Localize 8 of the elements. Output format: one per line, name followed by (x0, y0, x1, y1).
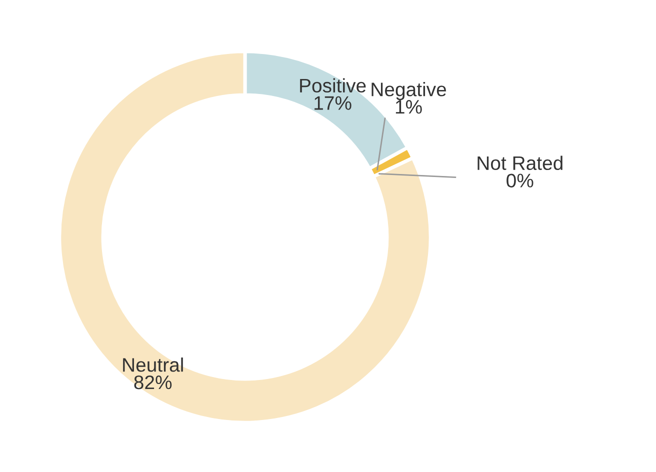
slice-label: Neutral (123, 358, 183, 372)
slice-label: Negative (372, 82, 446, 100)
data-label: 17% (314, 96, 352, 110)
slice-label: Positive (300, 78, 366, 93)
legend-label: Not Rated (478, 156, 562, 170)
text: 0% (506, 174, 534, 188)
data-label: 1% (396, 100, 422, 114)
data-label: 82% (134, 375, 172, 390)
